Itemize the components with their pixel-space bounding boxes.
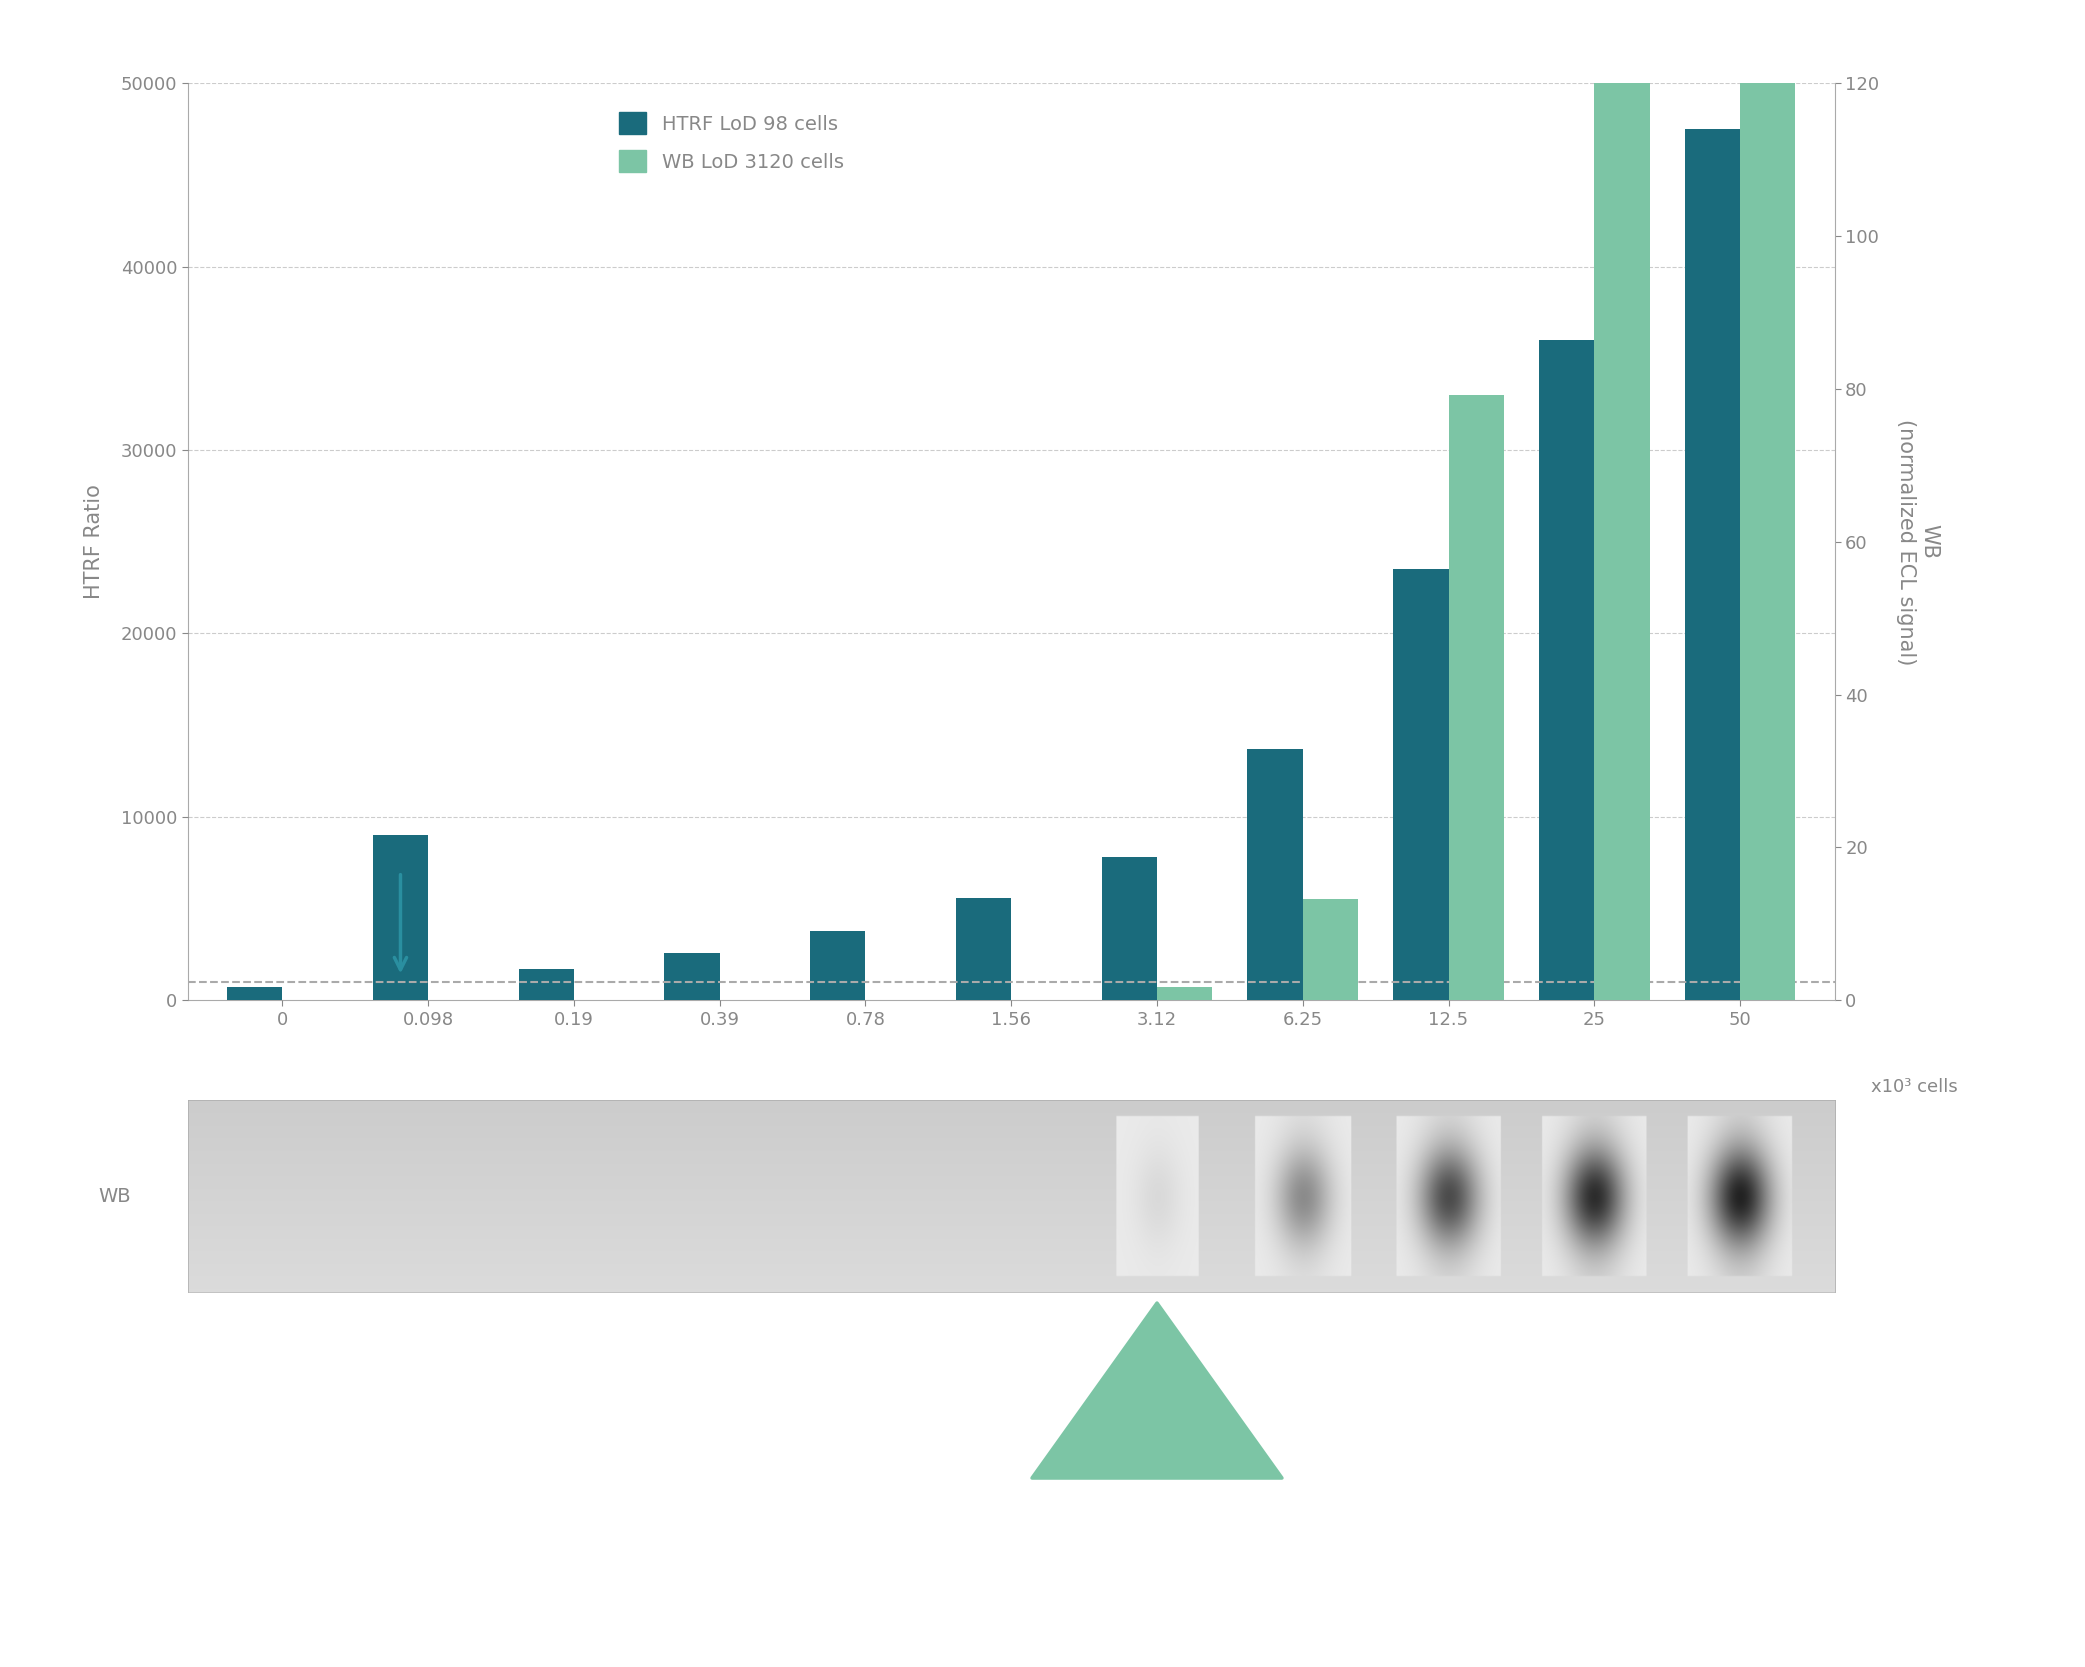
Bar: [1157, 987, 1211, 1000]
Bar: [373, 835, 427, 1000]
Bar: [811, 930, 865, 1000]
Bar: [1685, 128, 1741, 1000]
Bar: [665, 952, 719, 1000]
Bar: [1449, 395, 1503, 1000]
Y-axis label: HTRF Ratio: HTRF Ratio: [83, 485, 104, 598]
Bar: [1393, 568, 1449, 1000]
Bar: [227, 987, 281, 1000]
Bar: [1303, 900, 1357, 1000]
Bar: [519, 969, 573, 1000]
Bar: [955, 897, 1011, 1000]
Bar: [1741, 0, 1795, 1000]
Bar: [1539, 340, 1595, 1000]
Bar: [1247, 748, 1303, 1000]
Text: x10³ cells: x10³ cells: [1870, 1079, 1958, 1097]
Bar: [1595, 0, 1649, 1000]
Y-axis label: WB
(normalized ECL signal): WB (normalized ECL signal): [1895, 418, 1939, 665]
Legend: HTRF LoD 98 cells, WB LoD 3120 cells: HTRF LoD 98 cells, WB LoD 3120 cells: [609, 102, 853, 182]
Bar: [1101, 857, 1157, 1000]
Text: WB: WB: [98, 1187, 131, 1207]
